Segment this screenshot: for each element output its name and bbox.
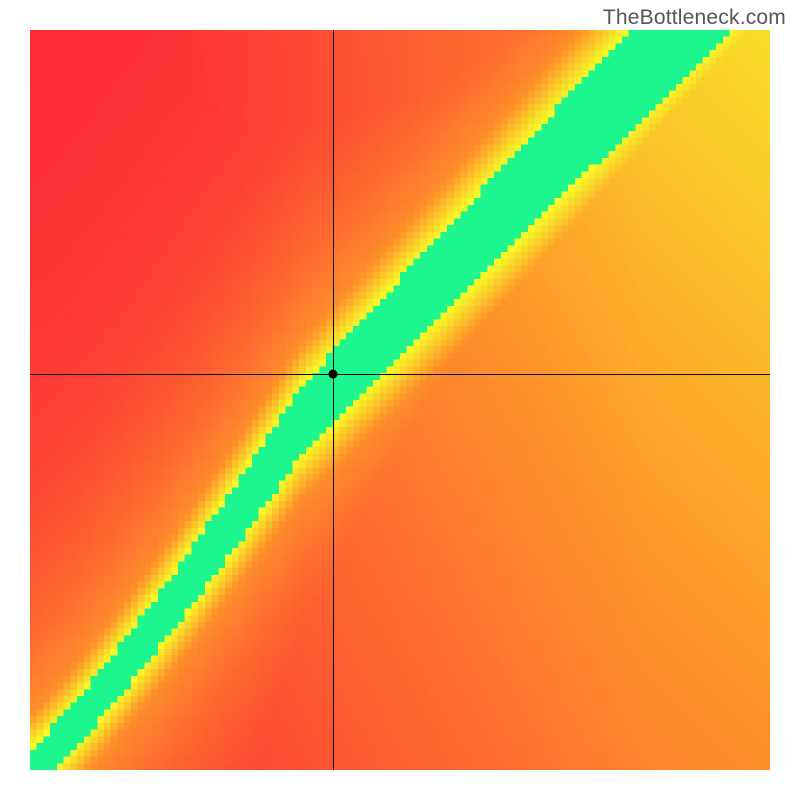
bottleneck-heatmap bbox=[30, 30, 770, 770]
crosshair-vertical bbox=[333, 30, 334, 770]
chart-container: TheBottleneck.com bbox=[0, 0, 800, 800]
watermark-text: TheBottleneck.com bbox=[603, 6, 786, 30]
plot-frame bbox=[30, 30, 770, 770]
crosshair-horizontal bbox=[30, 374, 770, 375]
marker-dot bbox=[329, 370, 338, 379]
